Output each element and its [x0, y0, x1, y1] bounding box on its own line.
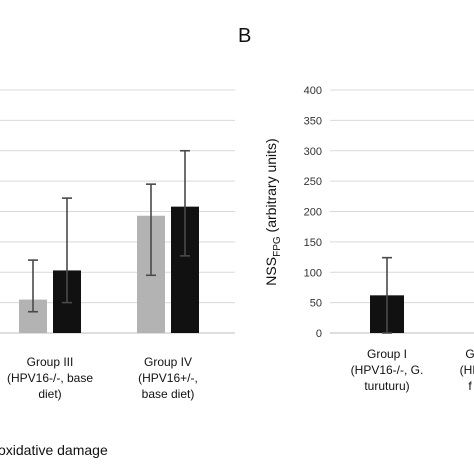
y-tick-label: 250 — [304, 176, 322, 188]
y-tick-label: 300 — [304, 146, 322, 158]
y-tick-label: 100 — [304, 267, 322, 279]
y-tick-label: 150 — [304, 237, 322, 249]
x-category-label: Group I (HPV16-/-, G. turuturu) — [351, 347, 424, 393]
y-label-subscript: FPG — [272, 236, 283, 257]
y-tick-label: 0 — [316, 328, 322, 340]
y-tick-label: 400 — [304, 85, 322, 97]
y-tick-label: 200 — [304, 207, 322, 219]
panel-b-y-axis-label: NSSFPG (arbitrary units) — [263, 138, 283, 285]
y-label-main: NSS — [263, 257, 279, 286]
y-label-rest: (arbitrary units) — [263, 138, 279, 236]
x-category-label: G(HPf — [460, 347, 474, 393]
panel-a-chart: Group III (HPV16-/-, base diet) Group IV (HP… — [0, 89, 235, 401]
y-tick-label: 350 — [304, 115, 322, 127]
y-tick-label: 50 — [310, 298, 322, 310]
panel-b-label: B — [238, 25, 251, 47]
legend-label: oxidative damage — [0, 442, 108, 458]
panel-b-chart: 0 50 100 150 200 250 300 350 400 Group I (HPV16-/-… — [304, 85, 474, 393]
x-category-label: Group III (HPV16-/-, base diet) — [7, 355, 93, 401]
x-category-label: Group IV (HPV16+/-, base diet) — [138, 355, 198, 401]
